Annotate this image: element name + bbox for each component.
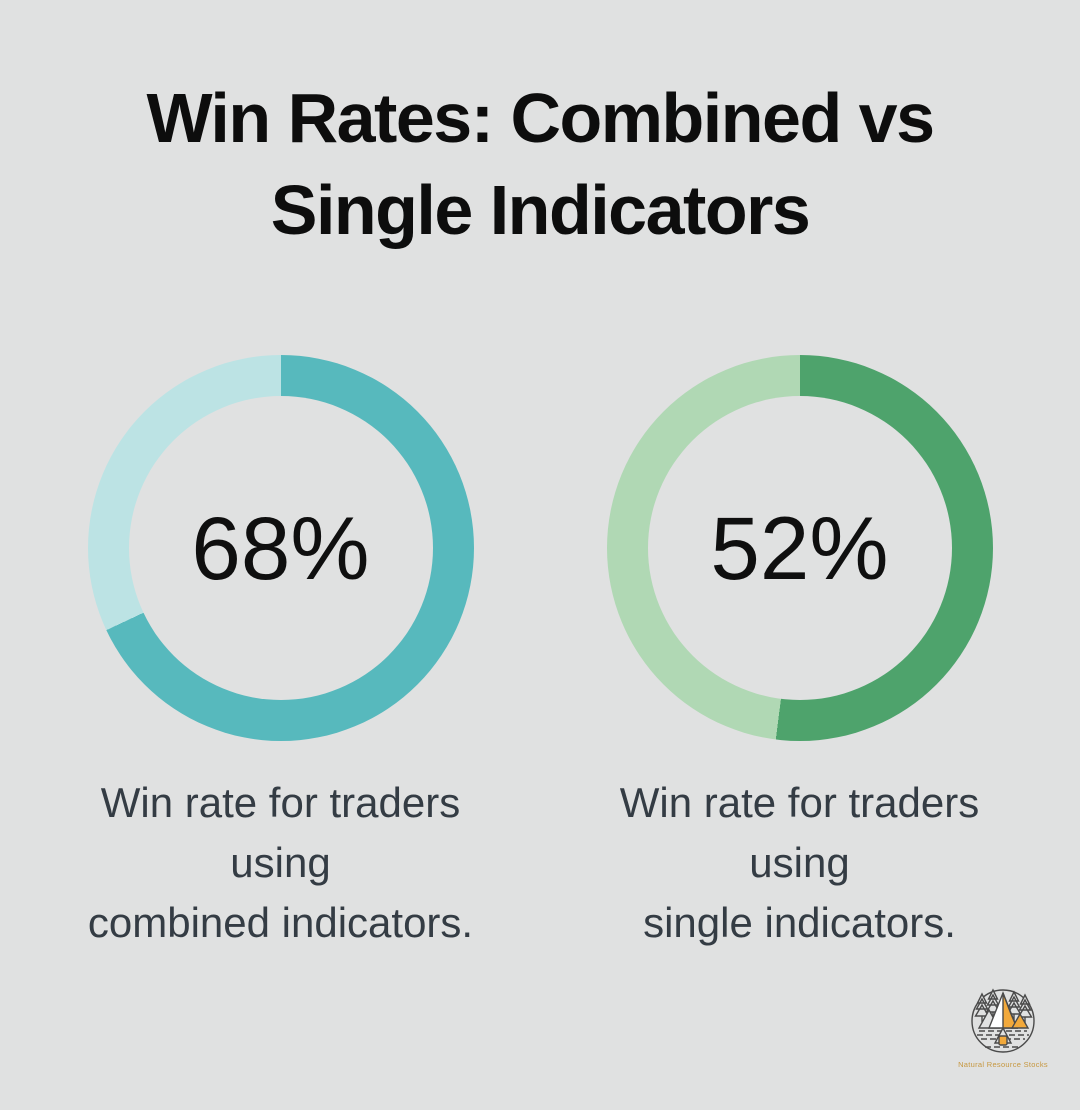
caption-combined-line-1: Win rate for traders using bbox=[100, 779, 461, 886]
brand-logo: Natural Resource Stocks bbox=[947, 986, 1059, 1069]
caption-combined: Win rate for traders using combined indi… bbox=[51, 773, 511, 953]
page-title: Win Rates: Combined vs Single Indicators bbox=[0, 72, 1080, 256]
combined-indicators-chart: 68% Win rate for traders using combined … bbox=[51, 355, 511, 953]
donut-chart-single: 52% bbox=[606, 355, 993, 741]
mountain-forest-emblem-icon bbox=[971, 988, 1035, 1053]
title-line-1: Win Rates: Combined vs bbox=[146, 79, 935, 157]
donut-hole: 52% bbox=[647, 396, 952, 700]
title-line-2: Single Indicators bbox=[270, 171, 811, 249]
donut-hole: 68% bbox=[128, 396, 433, 700]
caption-single: Win rate for traders using single indica… bbox=[570, 773, 1030, 953]
caption-combined-line-2: combined indicators. bbox=[87, 899, 474, 946]
donut-value-single: 52% bbox=[710, 497, 889, 598]
single-indicators-chart: 52% Win rate for traders using single in… bbox=[570, 355, 1030, 953]
caption-single-line-2: single indicators. bbox=[643, 899, 956, 946]
charts-row: 68% Win rate for traders using combined … bbox=[0, 355, 1080, 953]
brand-logo-text: Natural Resource Stocks bbox=[958, 1060, 1048, 1069]
caption-single-line-1: Win rate for traders using bbox=[619, 779, 980, 886]
donut-chart-combined: 68% bbox=[87, 355, 474, 741]
donut-value-combined: 68% bbox=[191, 497, 370, 598]
